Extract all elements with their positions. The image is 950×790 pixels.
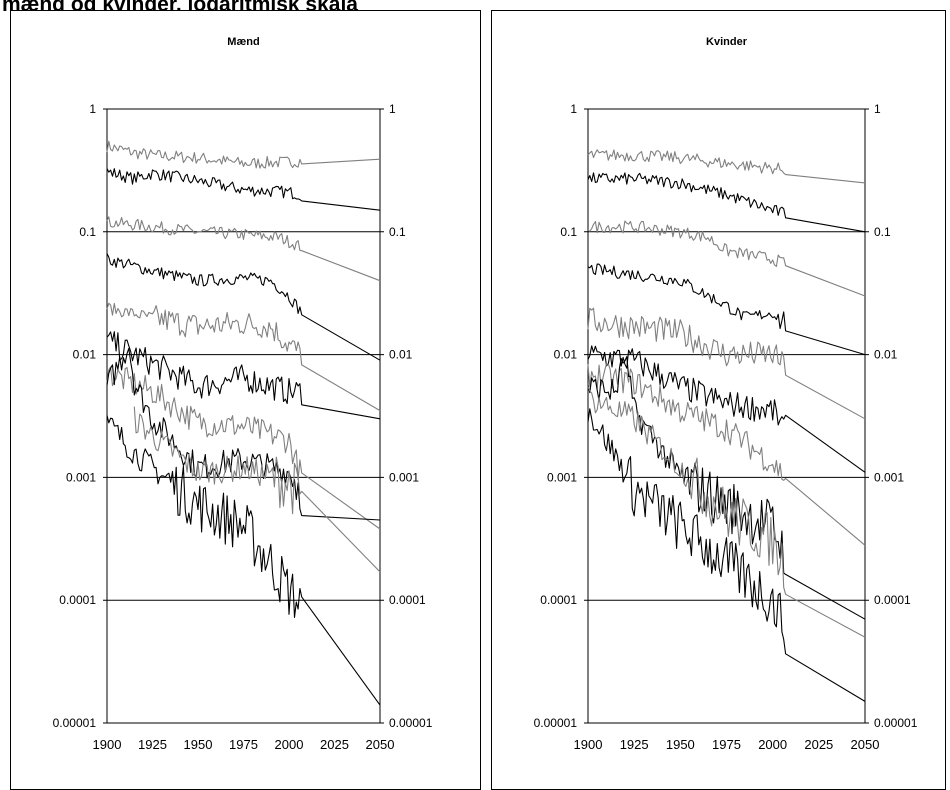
maend-y-tick-label-left: 1 bbox=[89, 102, 96, 116]
maend-x-tick-label: 1950 bbox=[184, 737, 213, 752]
chart-panel-maend: Mænd 1 1 0.1 0.1 0.01 0.01 0.001 0.001 0.0001 0.00… bbox=[10, 10, 481, 790]
maend-series-line-6 bbox=[106, 331, 381, 420]
kvinder-chart-title: Kvinder bbox=[706, 36, 748, 48]
kvinder-series-line-7 bbox=[587, 363, 866, 546]
maend-series-line-10 bbox=[133, 406, 381, 573]
kvinder-series-line-4 bbox=[587, 263, 866, 356]
kvinder-y-tick-label-right: 1 bbox=[874, 102, 881, 116]
chart-maend: Mænd 1 1 0.1 0.1 0.01 0.01 0.001 0.001 0.0001 0.00… bbox=[53, 36, 433, 752]
maend-x-tick-label: 1900 bbox=[93, 737, 122, 752]
maend-series-line-1 bbox=[106, 140, 381, 169]
kvinder-series-line-9 bbox=[587, 386, 866, 638]
kvinder-x-tick-label: 2025 bbox=[804, 737, 833, 752]
kvinder-series-line-1 bbox=[587, 149, 866, 184]
kvinder-y-tick-label-left: 0.00001 bbox=[534, 716, 578, 730]
kvinder-y-tick-label-right: 0.01 bbox=[874, 348, 898, 362]
kvinder-x-tick-label: 1950 bbox=[666, 737, 695, 752]
maend-y-tick-label-left: 0.1 bbox=[79, 225, 96, 239]
kvinder-x-tick-label: 2000 bbox=[758, 737, 787, 752]
chart-kvinder: Kvinder 1 1 0.1 0.1 0.01 0.01 0.001 0.001 0.0001 0… bbox=[534, 36, 918, 752]
maend-y-tick-label-right: 0.00001 bbox=[389, 716, 433, 730]
kvinder-y-tick-label-right: 0.1 bbox=[874, 225, 891, 239]
kvinder-series-line-3 bbox=[587, 220, 866, 297]
maend-x-tick-label: 1925 bbox=[138, 737, 167, 752]
kvinder-y-tick-label-right: 0.001 bbox=[874, 470, 904, 484]
maend-series-line-9 bbox=[106, 415, 381, 706]
maend-x-tick-label: 1975 bbox=[229, 737, 258, 752]
maend-x-tick-label: 2025 bbox=[320, 737, 349, 752]
kvinder-series-line-8 bbox=[587, 356, 866, 620]
maend-y-tick-label-left: 0.01 bbox=[73, 348, 97, 362]
maend-y-tick-label-right: 0.001 bbox=[389, 470, 419, 484]
kvinder-y-tick-label-left: 0.001 bbox=[547, 470, 577, 484]
kvinder-x-tick-label: 1975 bbox=[712, 737, 741, 752]
maend-chart-title: Mænd bbox=[227, 36, 259, 48]
kvinder-y-tick-label-right: 0.0001 bbox=[874, 593, 911, 607]
maend-y-tick-label-right: 0.0001 bbox=[389, 593, 426, 607]
maend-series-line-7 bbox=[106, 366, 381, 530]
maend-y-tick-label-right: 0.01 bbox=[389, 348, 413, 362]
kvinder-y-tick-label-right: 0.00001 bbox=[874, 716, 918, 730]
maend-series-line-8 bbox=[106, 347, 381, 521]
chart-panel-kvinder: Kvinder 1 1 0.1 0.1 0.01 0.01 0.001 0.001 0.0001 0… bbox=[491, 10, 946, 790]
maend-series-line-3 bbox=[106, 216, 381, 282]
maend-series-line-2 bbox=[106, 168, 381, 211]
kvinder-x-tick-label: 2050 bbox=[851, 737, 880, 752]
maend-y-tick-label-right: 0.1 bbox=[389, 225, 406, 239]
kvinder-series-line-6 bbox=[587, 345, 866, 473]
kvinder-y-tick-label-left: 0.1 bbox=[560, 225, 577, 239]
maend-x-tick-label: 2000 bbox=[275, 737, 304, 752]
kvinder-y-tick-label-left: 1 bbox=[570, 102, 577, 116]
maend-series-line-5 bbox=[106, 302, 381, 412]
kvinder-y-tick-label-left: 0.01 bbox=[554, 348, 578, 362]
maend-y-tick-label-left: 0.001 bbox=[66, 470, 96, 484]
maend-y-tick-label-left: 0.00001 bbox=[53, 716, 97, 730]
kvinder-x-tick-label: 1925 bbox=[620, 737, 649, 752]
kvinder-y-tick-label-left: 0.0001 bbox=[540, 593, 577, 607]
maend-series-line-4 bbox=[106, 253, 381, 361]
maend-y-tick-label-right: 1 bbox=[389, 102, 396, 116]
kvinder-series-line-5 bbox=[587, 307, 866, 420]
maend-y-tick-label-left: 0.0001 bbox=[59, 593, 96, 607]
kvinder-series-line-10 bbox=[587, 408, 866, 702]
kvinder-series-line-2 bbox=[587, 172, 866, 233]
maend-x-tick-label: 2050 bbox=[366, 737, 395, 752]
kvinder-x-tick-label: 1900 bbox=[574, 737, 603, 752]
